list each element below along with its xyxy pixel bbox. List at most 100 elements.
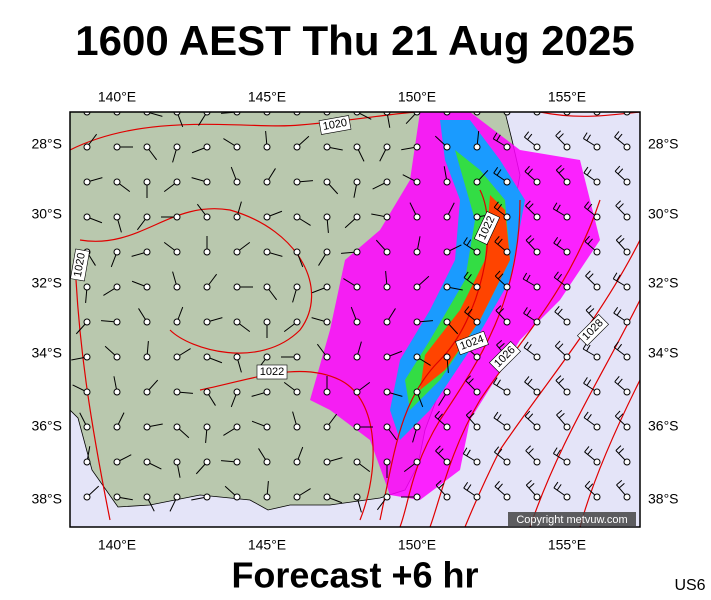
barb-feather — [583, 201, 590, 208]
barb-feather — [552, 202, 558, 210]
barb-feather — [612, 272, 618, 280]
barb-feather — [558, 168, 565, 174]
barb-feather — [496, 169, 502, 176]
station — [443, 318, 451, 326]
barb-feather — [527, 99, 531, 105]
barb-feather — [493, 377, 498, 384]
station — [473, 143, 481, 151]
station — [203, 248, 211, 256]
station — [443, 493, 451, 501]
lat-label: 32°S — [31, 275, 62, 291]
barb-feather — [496, 379, 501, 386]
barb-feather — [615, 200, 621, 207]
station — [563, 213, 571, 221]
station — [533, 143, 541, 151]
station — [83, 423, 91, 431]
isobar-label-text: 1020 — [322, 117, 348, 133]
lat-label: 34°S — [648, 345, 679, 361]
barb-feather — [524, 410, 531, 417]
station — [383, 458, 391, 466]
barb-feather — [587, 238, 593, 245]
barb-feather — [465, 410, 472, 416]
lon-label: 155°E — [548, 537, 586, 553]
station — [263, 318, 271, 326]
barb-feather — [524, 165, 530, 172]
station — [473, 388, 481, 396]
station — [503, 283, 511, 291]
station — [293, 493, 301, 501]
barb-feather — [528, 238, 535, 244]
station — [143, 178, 151, 186]
station — [413, 493, 421, 501]
station — [563, 248, 571, 256]
wind-barbs — [71, 95, 631, 513]
lon-label: 150°E — [398, 89, 436, 105]
barb-feather — [494, 236, 500, 243]
station — [533, 423, 541, 431]
barb-feather — [495, 305, 502, 311]
station — [443, 248, 451, 256]
station — [623, 423, 631, 431]
barb-feather — [466, 449, 471, 457]
barb-feather — [523, 341, 529, 348]
station — [143, 213, 151, 221]
station — [353, 283, 361, 291]
barb-feather — [496, 95, 501, 100]
station — [203, 143, 211, 151]
station — [623, 458, 631, 466]
station — [593, 493, 601, 501]
station — [353, 178, 361, 186]
station — [533, 283, 541, 291]
station — [383, 283, 391, 291]
station — [173, 318, 181, 326]
lat-label: 38°S — [31, 491, 62, 507]
barb-feather — [527, 413, 534, 420]
station — [383, 353, 391, 361]
barb-feather — [556, 204, 561, 212]
station — [503, 213, 511, 221]
barb-feather — [583, 132, 588, 139]
barb-feather — [614, 131, 620, 138]
station — [473, 458, 481, 466]
station — [383, 388, 391, 396]
station — [143, 458, 151, 466]
barb-feather — [465, 375, 471, 382]
barb-feather — [585, 270, 591, 277]
barb-feather — [617, 343, 623, 351]
station — [233, 143, 241, 151]
station — [143, 423, 151, 431]
barb-feather — [589, 98, 594, 103]
station — [143, 493, 151, 501]
copyright-box — [508, 512, 636, 526]
station — [593, 353, 601, 361]
station — [143, 318, 151, 326]
station — [83, 178, 91, 186]
station — [323, 318, 331, 326]
station — [473, 318, 481, 326]
station — [113, 143, 121, 151]
barb-feather — [526, 274, 531, 282]
station — [113, 353, 121, 361]
station — [533, 458, 541, 466]
station — [83, 493, 91, 501]
isobar-label: 1020 — [70, 248, 90, 282]
barb-feather — [468, 378, 474, 384]
station — [533, 178, 541, 186]
isobar-label-box — [455, 330, 489, 356]
station — [263, 423, 271, 431]
station — [443, 178, 451, 186]
station — [263, 178, 271, 186]
station — [353, 318, 361, 326]
barb-feather — [587, 483, 594, 490]
station — [233, 213, 241, 221]
station — [83, 318, 91, 326]
isobar-label: 1022 — [256, 364, 288, 380]
station — [443, 143, 451, 151]
station — [263, 458, 271, 466]
station — [473, 423, 481, 431]
barb-feather — [557, 343, 564, 350]
lon-label: 145°E — [248, 89, 286, 105]
station — [503, 423, 511, 431]
station — [263, 248, 271, 256]
station — [173, 493, 181, 501]
